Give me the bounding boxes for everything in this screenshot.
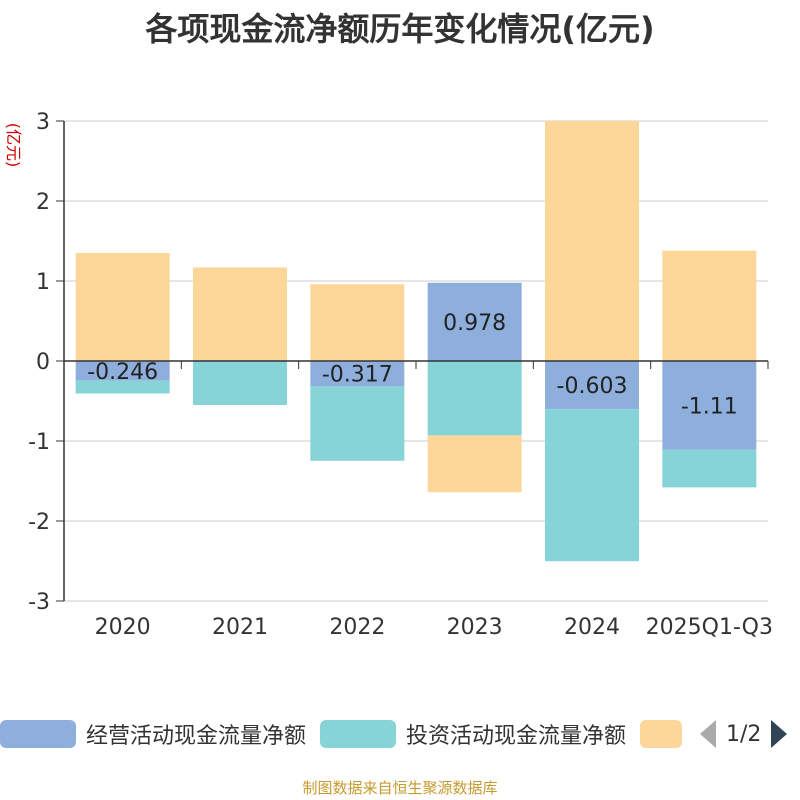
bar-segment <box>193 361 287 405</box>
x-tick-label: 2023 <box>447 615 503 640</box>
y-tick-label: 0 <box>36 350 50 375</box>
next-page-icon[interactable] <box>771 720 788 748</box>
bar-segment <box>75 253 170 361</box>
data-label: 0.978 <box>443 311 506 336</box>
bar-segment <box>662 449 757 488</box>
bar-segment <box>427 435 522 493</box>
legend-swatch-operating <box>0 720 76 748</box>
y-axis-unit: (亿元) <box>4 123 23 168</box>
bar-segment <box>75 361 170 381</box>
bar-segment <box>310 284 405 361</box>
legend-item-financing[interactable] <box>640 716 692 752</box>
bar-segment <box>310 361 405 387</box>
chart-plot: 3 2 1 0 -1 -2 -3 (亿元) -0.246 -0.317 0.978 -0.603 -1.… <box>4 110 773 640</box>
y-tick-label: -1 <box>28 430 50 455</box>
legend-label-operating: 经营活动现金流量净额 <box>86 724 307 749</box>
legend-page-indicator: 1/2 <box>726 721 762 747</box>
bar-segment <box>75 380 170 394</box>
legend-item-investing[interactable]: 投资活动现金流量净额 <box>320 716 626 752</box>
data-label: -1.11 <box>681 394 738 419</box>
data-label: -0.246 <box>87 360 158 385</box>
bar-segment <box>545 409 639 562</box>
bar-segment <box>545 121 639 361</box>
chart-title: 各项现金流净额历年变化情况(亿元) <box>145 10 655 48</box>
legend-pager: 1/2 <box>700 716 788 752</box>
x-tick-label: 2025Q1-Q3 <box>646 615 773 640</box>
x-tick-label: 2022 <box>329 615 385 640</box>
y-tick-label: -3 <box>28 590 50 615</box>
y-tick-label: 2 <box>36 190 50 215</box>
source-footer: 制图数据来自恒生聚源数据库 <box>302 779 498 797</box>
x-tick-label: 2024 <box>564 615 620 640</box>
x-tick-label: 2020 <box>95 615 151 640</box>
prev-page-icon[interactable] <box>700 720 716 748</box>
legend-item-operating[interactable]: 经营活动现金流量净额 <box>0 716 306 752</box>
x-tick-label: 2021 <box>212 615 268 640</box>
bar-segment <box>310 386 405 461</box>
legend-swatch-investing <box>320 720 396 748</box>
bar-segment <box>193 267 287 361</box>
legend: 经营活动现金流量净额 投资活动现金流量净额 1/2 <box>0 716 800 756</box>
data-label: -0.603 <box>557 374 628 399</box>
y-tick-label: 1 <box>36 270 50 295</box>
y-tick-label: 3 <box>36 110 50 135</box>
bar-segment <box>427 361 522 436</box>
y-tick-label: -2 <box>28 510 50 535</box>
legend-label-investing: 投资活动现金流量净额 <box>406 724 627 749</box>
bar-segment <box>662 361 757 450</box>
bar-segment <box>662 250 757 361</box>
bar-segment <box>427 282 522 361</box>
bar-segment <box>545 361 639 410</box>
data-label: -0.317 <box>322 363 393 388</box>
legend-swatch-financing <box>640 720 682 748</box>
